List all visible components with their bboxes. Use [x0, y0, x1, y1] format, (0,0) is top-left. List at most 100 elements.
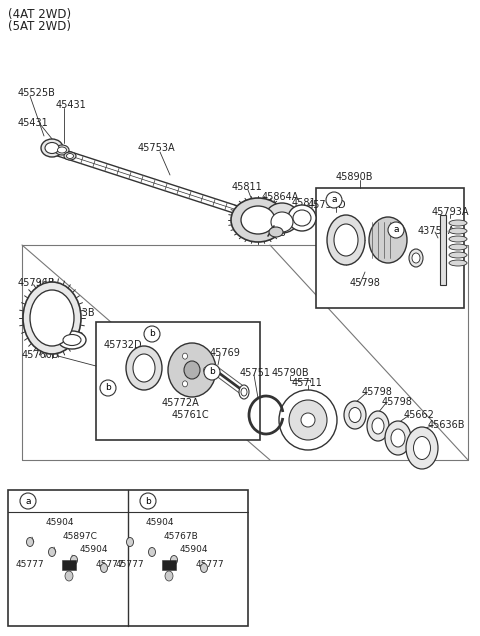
Ellipse shape	[63, 335, 81, 345]
Text: a: a	[331, 195, 337, 205]
Text: b: b	[149, 329, 155, 338]
Ellipse shape	[64, 152, 76, 160]
Text: 43756A: 43756A	[418, 226, 456, 236]
Text: 45431: 45431	[56, 100, 87, 110]
Ellipse shape	[385, 421, 411, 455]
Bar	[162, 560, 176, 570]
Text: 45761C: 45761C	[172, 410, 210, 420]
Ellipse shape	[241, 206, 275, 234]
Ellipse shape	[182, 353, 188, 359]
Ellipse shape	[367, 411, 389, 441]
Ellipse shape	[241, 388, 247, 396]
Text: 45890B: 45890B	[336, 172, 373, 182]
Text: 45904: 45904	[46, 518, 74, 527]
Ellipse shape	[369, 217, 407, 263]
Ellipse shape	[269, 227, 283, 237]
Text: b: b	[145, 497, 151, 506]
Ellipse shape	[449, 252, 467, 258]
Ellipse shape	[71, 555, 77, 565]
Text: 45798: 45798	[362, 387, 393, 397]
Ellipse shape	[288, 205, 316, 231]
Ellipse shape	[449, 236, 467, 242]
Ellipse shape	[413, 436, 431, 459]
Ellipse shape	[449, 228, 467, 234]
Ellipse shape	[48, 548, 56, 556]
Text: 45777: 45777	[196, 560, 225, 569]
Text: 45904: 45904	[146, 518, 175, 527]
Ellipse shape	[239, 385, 249, 399]
Ellipse shape	[204, 367, 208, 373]
Ellipse shape	[201, 563, 207, 572]
Text: 45769: 45769	[210, 348, 241, 358]
Text: 45904: 45904	[80, 545, 108, 554]
Text: 45636B: 45636B	[428, 420, 466, 430]
Ellipse shape	[67, 153, 73, 158]
Ellipse shape	[412, 253, 420, 263]
Circle shape	[20, 493, 36, 509]
Text: 45897C: 45897C	[63, 532, 98, 541]
Text: (4AT 2WD): (4AT 2WD)	[8, 8, 71, 21]
Text: 45864A: 45864A	[262, 192, 300, 202]
Text: 45868: 45868	[256, 228, 287, 238]
Ellipse shape	[184, 361, 200, 379]
Ellipse shape	[127, 537, 133, 546]
Ellipse shape	[168, 343, 216, 397]
Text: 45431: 45431	[18, 118, 49, 128]
Ellipse shape	[293, 210, 311, 226]
Ellipse shape	[170, 555, 178, 565]
Ellipse shape	[58, 147, 67, 153]
Ellipse shape	[26, 537, 34, 546]
Text: 45772A: 45772A	[162, 398, 200, 408]
Text: 45525B: 45525B	[18, 88, 56, 98]
Circle shape	[388, 222, 404, 238]
Text: 45796B: 45796B	[18, 278, 56, 288]
Ellipse shape	[23, 282, 81, 354]
Text: 45777: 45777	[116, 560, 144, 569]
Bar	[316, 188, 464, 308]
Ellipse shape	[133, 354, 155, 382]
Ellipse shape	[148, 548, 156, 556]
Text: 45767B: 45767B	[164, 532, 199, 541]
Text: 45760B: 45760B	[22, 350, 60, 360]
Ellipse shape	[449, 244, 467, 250]
Ellipse shape	[327, 215, 365, 265]
Text: 45753A: 45753A	[138, 143, 176, 153]
Ellipse shape	[182, 381, 188, 387]
Text: 45904: 45904	[180, 545, 208, 554]
Circle shape	[326, 192, 342, 208]
Text: 45790B: 45790B	[272, 368, 310, 378]
Text: 45777: 45777	[16, 560, 45, 569]
Ellipse shape	[344, 401, 366, 429]
Ellipse shape	[271, 212, 293, 232]
Bar	[440, 215, 446, 285]
Text: 45732D: 45732D	[308, 200, 347, 210]
Ellipse shape	[30, 290, 74, 346]
Ellipse shape	[58, 331, 86, 349]
Text: (5AT 2WD): (5AT 2WD)	[8, 20, 71, 33]
Ellipse shape	[409, 249, 423, 267]
Bar	[96, 322, 260, 440]
Text: 45732D: 45732D	[104, 340, 143, 350]
Text: 45711: 45711	[292, 378, 323, 388]
Text: a: a	[25, 497, 31, 506]
Text: 45793A: 45793A	[432, 207, 469, 217]
Ellipse shape	[126, 346, 162, 390]
Ellipse shape	[165, 571, 173, 581]
Text: 45743B: 45743B	[58, 308, 96, 318]
Ellipse shape	[265, 203, 299, 233]
Ellipse shape	[45, 142, 59, 153]
Bar	[62, 560, 76, 570]
Text: 45751: 45751	[240, 368, 271, 378]
Circle shape	[204, 364, 220, 380]
Ellipse shape	[231, 198, 285, 242]
Ellipse shape	[55, 145, 69, 155]
Ellipse shape	[349, 408, 361, 422]
Bar	[8, 490, 248, 626]
Circle shape	[140, 493, 156, 509]
Circle shape	[100, 380, 116, 396]
Ellipse shape	[289, 400, 327, 440]
Ellipse shape	[406, 427, 438, 469]
Ellipse shape	[279, 390, 337, 450]
Text: a: a	[393, 226, 399, 235]
Text: 45777: 45777	[96, 560, 125, 569]
